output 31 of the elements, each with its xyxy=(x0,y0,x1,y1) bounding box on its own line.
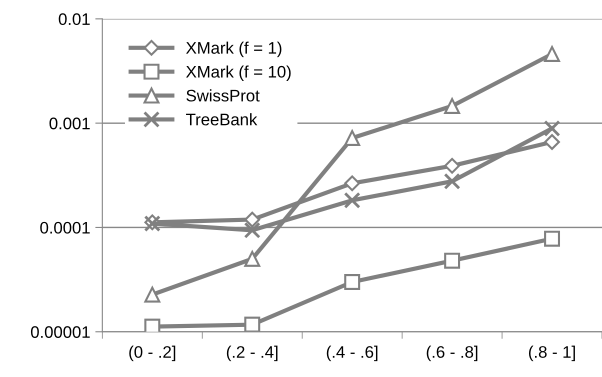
point xyxy=(544,230,560,247)
y-tick-label: 0.001 xyxy=(49,118,90,130)
legend-label: XMark (f = 1) xyxy=(186,42,282,58)
point xyxy=(344,130,360,146)
point xyxy=(544,134,560,150)
point xyxy=(444,172,460,190)
legend-label: SwissProt xyxy=(186,89,260,102)
x-tick-label: (.2 - .4] xyxy=(226,346,278,362)
point xyxy=(544,46,560,62)
point xyxy=(344,192,361,209)
y-tick-label: 0.0001 xyxy=(40,222,90,234)
x-tick-label: (.4 - .6] xyxy=(326,346,378,362)
point xyxy=(244,212,260,228)
y-tick-label: 0.00001 xyxy=(30,326,90,338)
point xyxy=(344,274,360,290)
point xyxy=(444,98,460,114)
point xyxy=(444,252,460,269)
point xyxy=(544,120,560,137)
y-tick-label: 0.01 xyxy=(58,13,90,26)
point xyxy=(444,158,460,174)
legend-label: XMark (f = 10) xyxy=(186,65,291,81)
x-tick-label: (.6 - .8] xyxy=(426,346,478,362)
point xyxy=(244,250,260,267)
point xyxy=(344,175,360,192)
point xyxy=(244,222,261,239)
point xyxy=(144,318,160,332)
x-tick-label: (.8 - 1] xyxy=(528,346,575,362)
x-tick-label: (0 - .2] xyxy=(129,346,176,362)
legend-label: TreeBank xyxy=(186,113,258,126)
point xyxy=(244,316,260,332)
point xyxy=(144,286,160,303)
